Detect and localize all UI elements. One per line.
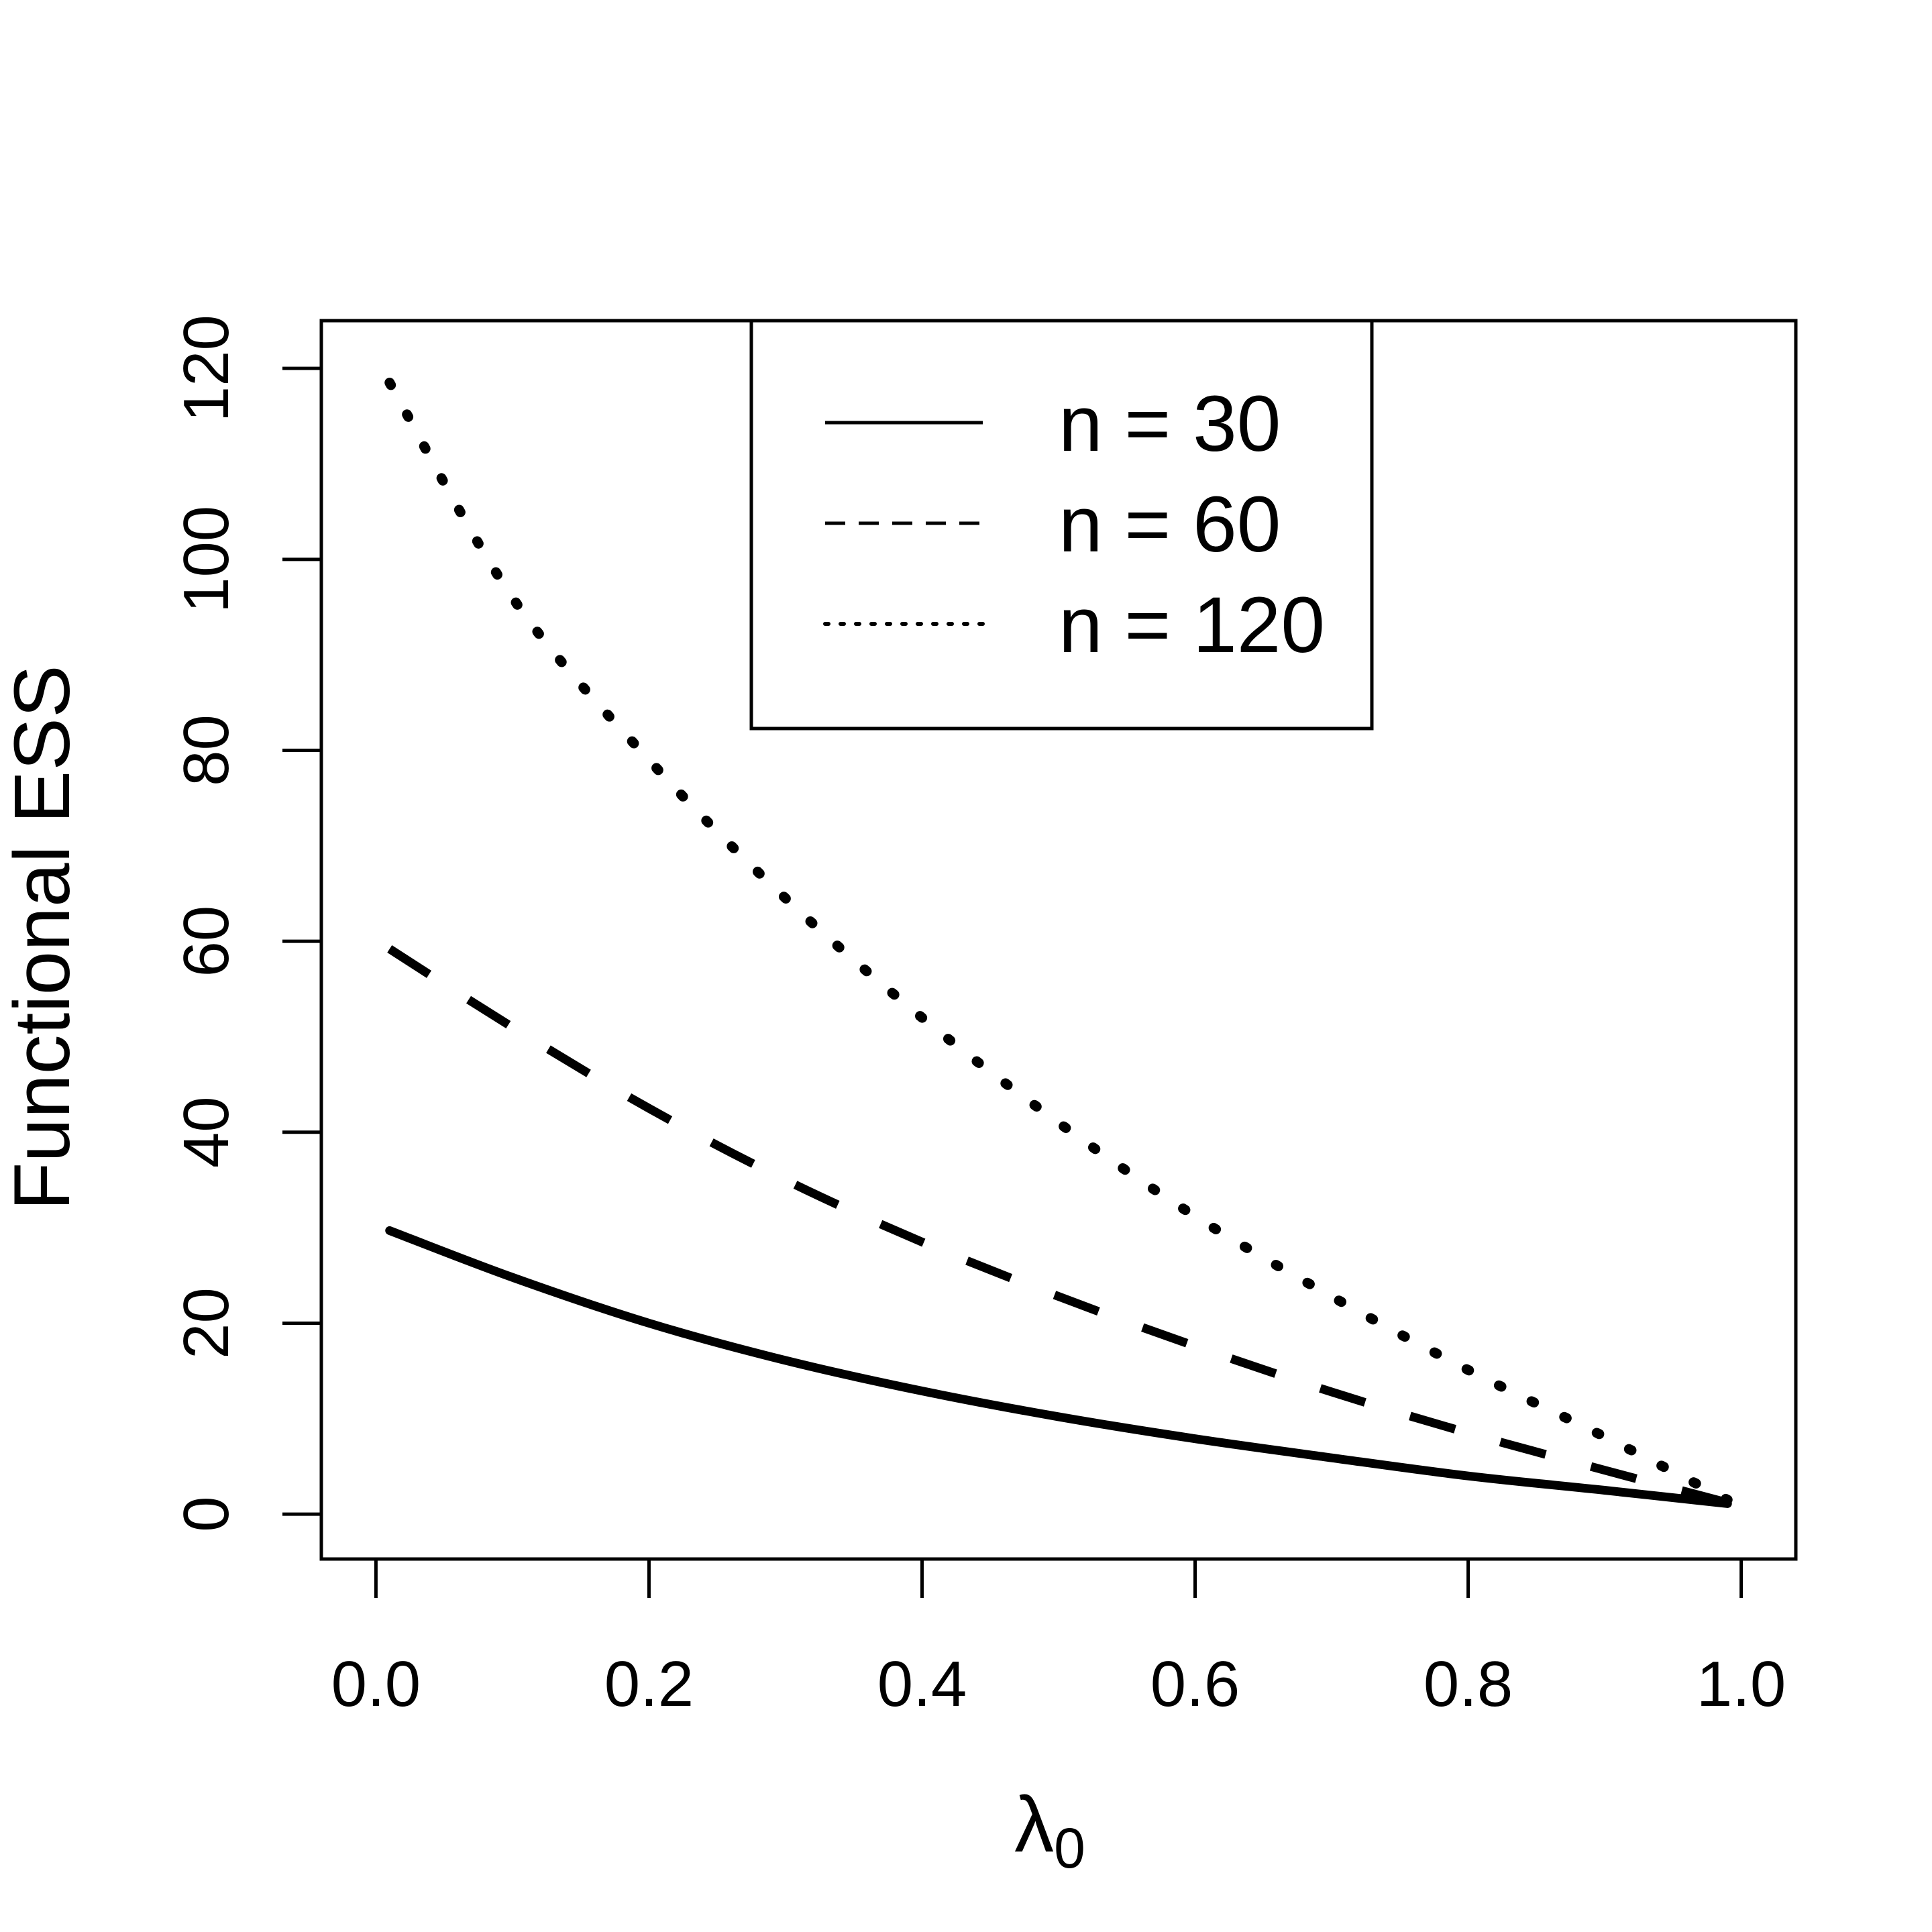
y-tick-label: 20 [170, 1287, 242, 1359]
legend-label-1: n = 30 [1059, 380, 1281, 468]
y-tick-label: 40 [170, 1096, 242, 1168]
legend-label-3: n = 120 [1059, 581, 1325, 669]
y-tick-label: 100 [170, 506, 242, 613]
y-tick-label: 60 [170, 906, 242, 977]
x-tick-label: 0.8 [1424, 1648, 1513, 1720]
x-tick-label: 0.0 [331, 1648, 421, 1720]
legend-box [749, 319, 1374, 731]
x-tick-label: 1.0 [1697, 1648, 1786, 1720]
x-tick-label: 0.2 [604, 1648, 694, 1720]
series-layer [384, 378, 1733, 1508]
x-axis: 0.0 0.2 0.4 0.6 0.8 1.0 [331, 1557, 1786, 1720]
series-line-1 [385, 1226, 1732, 1508]
x-axis-title-subscript: 0 [1054, 1817, 1085, 1880]
y-tick-label: 120 [170, 315, 242, 422]
y-tick-label: 0 [170, 1496, 242, 1532]
legend: n = 30 n = 60 n = 120 [749, 319, 1374, 731]
y-axis-title: Functional ESS [0, 665, 87, 1210]
x-tick-label: 0.6 [1150, 1648, 1240, 1720]
x-axis-title-symbol: λ [1014, 1780, 1054, 1869]
y-tick-label: 80 [170, 714, 242, 786]
x-axis-title: λ0 [1014, 1780, 1085, 1880]
legend-label-2: n = 60 [1059, 480, 1281, 569]
x-tick-label: 0.4 [877, 1648, 967, 1720]
series-line-2 [387, 945, 1729, 1507]
y-axis: 0 20 40 60 80 100 120 [170, 315, 323, 1532]
